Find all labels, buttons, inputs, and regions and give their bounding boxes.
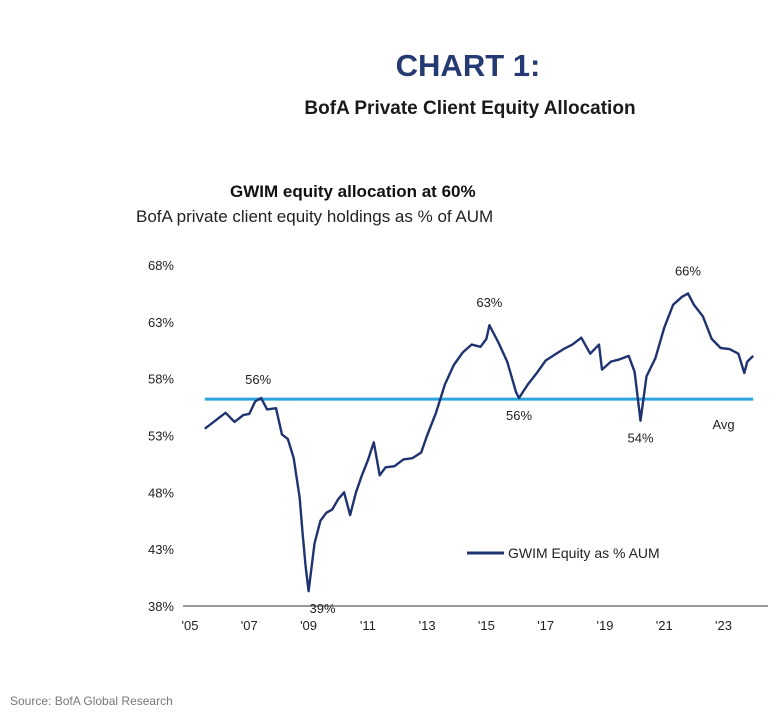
y-tick-label: 68% bbox=[148, 258, 174, 273]
x-tick-label: '07 bbox=[241, 618, 258, 633]
annotation-label: 63% bbox=[476, 295, 502, 310]
legend: GWIM Equity as % AUM bbox=[467, 545, 660, 561]
annotation-label: 39% bbox=[310, 601, 336, 616]
annotation-label: 56% bbox=[506, 408, 532, 423]
annotation-label: 66% bbox=[675, 263, 701, 278]
series-line-gwim-equity bbox=[204, 292, 755, 593]
y-tick-label: 63% bbox=[148, 315, 174, 330]
y-tick-label: 53% bbox=[148, 429, 174, 444]
annotations: 56% 39% 63% 56% 54% 66% bbox=[245, 263, 701, 616]
annotation-label: 54% bbox=[628, 431, 654, 446]
y-tick-label: 48% bbox=[148, 485, 174, 500]
y-tick-label: 58% bbox=[148, 372, 174, 387]
chart-heading: BofA Private Client Equity Allocation bbox=[304, 98, 636, 119]
y-tick-label: 38% bbox=[148, 599, 174, 614]
x-tick-label: '21 bbox=[656, 618, 673, 633]
annotation-label: 56% bbox=[245, 372, 271, 387]
x-tick-label: '23 bbox=[715, 618, 732, 633]
x-tick-label: '19 bbox=[596, 618, 613, 633]
x-tick-label: '05 bbox=[182, 618, 199, 633]
x-tick-label: '17 bbox=[537, 618, 554, 633]
chart-number: CHART 1: bbox=[395, 48, 541, 83]
x-tick-label: '11 bbox=[360, 618, 376, 633]
y-axis: 38% 43% 48% 53% 58% 63% 68% bbox=[148, 258, 174, 614]
source-note: Source: BofA Global Research bbox=[10, 694, 173, 708]
x-tick-label: '09 bbox=[300, 618, 317, 633]
x-tick-label: '13 bbox=[419, 618, 436, 633]
legend-label: GWIM Equity as % AUM bbox=[508, 545, 660, 561]
y-tick-label: 43% bbox=[148, 542, 174, 557]
x-tick-label: '15 bbox=[478, 618, 495, 633]
x-axis: '05 '07 '09 '11 '13 '15 '17 '19 '21 '23 bbox=[182, 618, 732, 633]
average-label: Avg bbox=[712, 417, 734, 432]
chart-title: GWIM equity allocation at 60% bbox=[230, 182, 476, 201]
chart-subtitle: BofA private client equity holdings as %… bbox=[136, 207, 494, 226]
